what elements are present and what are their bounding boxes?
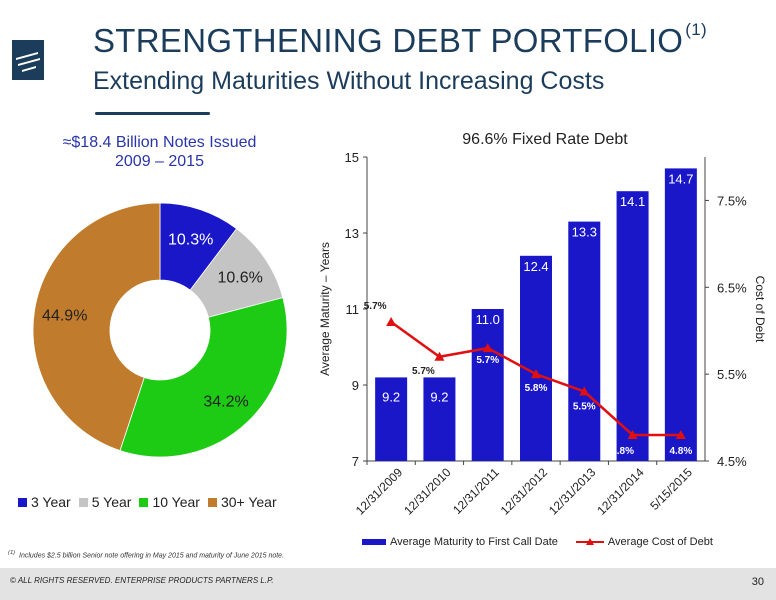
legend-label: Average Cost of Debt — [607, 536, 713, 548]
left-axis-tick-label: 9 — [352, 378, 359, 393]
combo-chart: 7 9 11 13 15 4.5% 5.5% 6.5% 7.5% Average Maturity… — [318, 150, 767, 518]
combo-legend: Average Maturity to First Call Date Aver… — [362, 536, 713, 548]
pie-data-label: 10.3% — [168, 232, 213, 249]
bar-value-label: 12.4 — [523, 259, 548, 274]
legend-line-swatch — [575, 538, 604, 545]
x-axis-tick-label: 5/15/2015 — [647, 465, 695, 513]
cost-of-debt-label: 4.8% — [611, 446, 634, 457]
x-axis-tick-label: 12/31/2014 — [594, 465, 647, 518]
cost-of-debt-marker — [531, 369, 541, 379]
legend-label: 10 Year — [152, 494, 200, 510]
left-axis-tick-label: 7 — [352, 454, 359, 469]
left-axis-tick-label: 11 — [346, 302, 360, 317]
pie-legend: 3 Year 5 Year 10 Year 30+ Year — [18, 494, 277, 510]
pie-legend-item-10-year: 10 Year — [139, 494, 200, 510]
company-logo-icon — [12, 40, 44, 80]
combo-chart-title: 96.6% Fixed Rate Debt — [462, 131, 628, 148]
bar-12-31-2013 — [568, 221, 601, 461]
legend-label: Average Maturity to First Call Date — [390, 536, 558, 548]
cost-of-debt-label: 5.8% — [525, 383, 548, 394]
bar-value-label: 14.7 — [668, 171, 693, 186]
pie-slice-30-year — [32, 202, 161, 452]
legend-item-average-cost: Average Cost of Debt — [575, 536, 713, 548]
legend-label: 5 Year — [91, 494, 132, 510]
page-title: STRENGTHENING DEBT PORTFOLIO (1) — [93, 20, 707, 59]
left-axis-tick-label: 15 — [345, 150, 359, 165]
legend-swatch — [207, 497, 217, 507]
bar-12-31-2011 — [471, 309, 504, 461]
pie-data-label: 44.9% — [42, 308, 87, 325]
legend-swatch — [78, 497, 88, 507]
cost-of-debt-label: 5.7% — [412, 366, 435, 377]
left-axis-tick-label: 13 — [345, 226, 359, 241]
legend-swatch — [139, 497, 149, 507]
bar-value-label: 9.2 — [430, 389, 448, 404]
legend-label: 30+ Year — [220, 494, 277, 510]
pie-title-line2: 2009 – 2015 — [115, 153, 204, 170]
cost-of-debt-marker — [482, 343, 493, 353]
bar-5-15-2015 — [664, 168, 697, 461]
right-axis-tick-label: 6.5% — [717, 280, 747, 295]
x-axis-tick-label: 12/31/2013 — [546, 465, 599, 518]
x-axis-tick-label: 12/31/2009 — [353, 465, 406, 518]
page-subtitle: Extending Maturities Without Increasing … — [93, 67, 605, 95]
x-axis-tick-label: 12/31/2012 — [498, 465, 551, 518]
x-axis-tick-label: 12/31/2010 — [401, 465, 454, 518]
pie-title-line1: ≈$18.4 Billion Notes Issued — [62, 134, 257, 151]
legend-item-average-maturity: Average Maturity to First Call Date — [362, 536, 558, 548]
right-axis-tick-label: 4.5% — [717, 454, 747, 469]
page-number: 30 — [751, 576, 764, 588]
left-axis-title: Average Maturity – Years — [318, 242, 332, 376]
bar-value-label: 11.0 — [476, 312, 500, 327]
cost-of-debt-marker — [434, 351, 445, 361]
right-axis-tick-label: 7.5% — [717, 193, 747, 208]
cost-of-debt-label: 4.8% — [669, 446, 692, 457]
right-axis-title: Cost of Debt — [753, 276, 767, 343]
cost-of-debt-label: 5.7% — [476, 355, 499, 366]
cost-of-debt-marker — [386, 317, 397, 327]
bar-12-31-2010 — [423, 377, 456, 461]
bar-value-label: 9.2 — [382, 389, 400, 404]
cost-of-debt-marker — [627, 429, 638, 439]
pie-legend-item-5-year: 5 Year — [78, 494, 132, 510]
pie-data-label: 34.2% — [203, 393, 248, 410]
footer-bar: © ALL RIGHTS RESERVED. ENTERPRISE PRODUC… — [0, 568, 776, 600]
pie-data-label: 10.6% — [217, 269, 262, 286]
cost-of-debt-label: 5.5% — [573, 402, 596, 413]
legend-swatch — [18, 497, 27, 507]
bar-value-label: 14.1 — [620, 194, 645, 209]
pie-legend-item-30-year: 30+ Year — [207, 494, 277, 510]
bar-12-31-2014 — [616, 191, 649, 461]
cost-of-debt-label: 5.7% — [364, 301, 387, 312]
legend-bar-swatch — [362, 539, 386, 545]
pie-slice-10-year — [119, 297, 288, 458]
pie-legend-item-3-year: 3 Year — [18, 494, 71, 510]
footnote: (1) Includes $2.5 billion Senior note of… — [8, 550, 285, 560]
pie-chart-title: ≈$18.4 Billion Notes Issued 2009 – 2015 — [22, 133, 297, 171]
bar-12-31-2012 — [520, 255, 552, 461]
copyright-text: © ALL RIGHTS RESERVED. ENTERPRISE PRODUC… — [10, 576, 274, 585]
right-axis-tick-label: 5.5% — [717, 367, 747, 382]
bar-value-label: 13.3 — [572, 225, 597, 240]
bar-12-31-2009 — [375, 377, 408, 461]
cost-of-debt-marker — [675, 429, 686, 439]
legend-label: 3 Year — [31, 494, 71, 510]
title-footnote-marker: (1) — [685, 20, 707, 39]
cost-of-debt-marker — [579, 386, 590, 396]
title-underline — [95, 112, 210, 115]
pie-chart: 10.3% 10.6% 34.2% 44.9% — [32, 202, 288, 458]
x-axis-tick-label: 12/31/2011 — [450, 465, 502, 517]
